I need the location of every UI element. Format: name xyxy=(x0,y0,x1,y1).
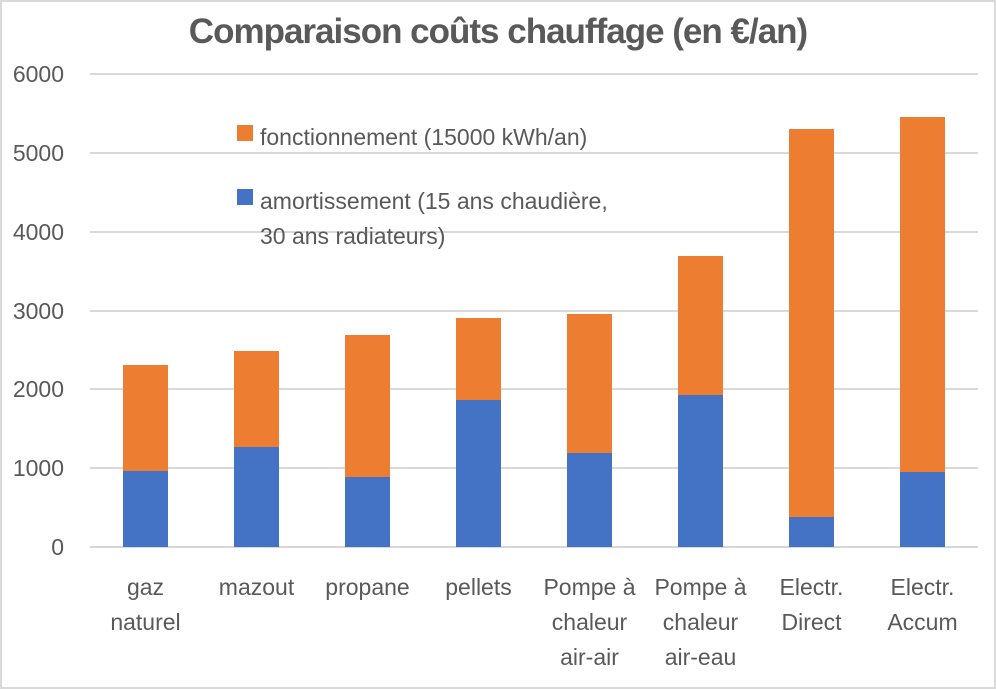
bar-segment-fonctionnement xyxy=(345,334,390,477)
x-axis-category-label: propane xyxy=(325,574,410,600)
bar-segment-amortissement xyxy=(345,476,390,547)
legend-swatch-amortissement-icon xyxy=(237,189,253,205)
bar-segment-amortissement xyxy=(456,399,501,547)
legend-item-fonctionnement: fonctionnement (15000 kWh/an) xyxy=(237,120,608,155)
bar-segment-fonctionnement xyxy=(456,317,501,400)
legend-label-amortissement-line2: 30 ans radiateurs) xyxy=(260,223,446,249)
y-axis-tick-label: 0 xyxy=(51,534,64,560)
bar-segment-amortissement xyxy=(123,470,168,547)
bar-segment-amortissement xyxy=(234,446,279,547)
x-axis-baseline xyxy=(90,546,978,548)
y-gridline xyxy=(90,151,978,154)
bar-segment-fonctionnement xyxy=(123,364,168,471)
bar-segment-fonctionnement xyxy=(789,129,834,518)
legend-swatch-fonctionnement-icon xyxy=(237,125,253,141)
y-gridline xyxy=(90,309,978,312)
legend-item-amortissement: amortissement (15 ans chaudière, 30 ans … xyxy=(237,184,608,254)
y-axis-tick-label: 3000 xyxy=(12,297,64,324)
bar-segment-fonctionnement xyxy=(678,256,723,395)
x-axis-category-label: mazout xyxy=(218,574,295,600)
x-axis-category-label: Pompe à chaleur air-air xyxy=(543,574,636,670)
x-axis-category-label: Electr. Accum xyxy=(887,574,958,635)
bar-segment-fonctionnement xyxy=(567,313,612,454)
bar-segment-fonctionnement xyxy=(900,116,945,473)
x-axis-category-label: pellets xyxy=(445,574,512,600)
y-gridline xyxy=(90,73,978,75)
y-axis-tick-label: 2000 xyxy=(12,376,64,403)
chart-legend: fonctionnement (15000 kWh/an) amortissem… xyxy=(237,120,608,283)
y-gridline xyxy=(90,388,978,391)
bar-segment-amortissement xyxy=(900,472,945,547)
y-gridline xyxy=(90,230,978,233)
bar-segment-amortissement xyxy=(567,453,612,547)
y-axis-tick-label: 4000 xyxy=(12,218,64,245)
x-axis-category-label: Electr. Direct xyxy=(779,574,844,635)
bar-segment-amortissement xyxy=(678,394,723,547)
x-axis-category-label: gaz naturel xyxy=(110,574,181,635)
y-gridline xyxy=(90,467,978,470)
y-axis-tick-label: 1000 xyxy=(12,455,64,482)
bar-segment-amortissement xyxy=(789,517,834,547)
y-axis-tick-label: 6000 xyxy=(12,61,64,87)
y-axis-tick-label: 5000 xyxy=(12,139,64,166)
x-axis-category-label: Pompe à chaleur air-eau xyxy=(654,574,747,670)
legend-label-amortissement: amortissement (15 ans chaudière, 30 ans … xyxy=(260,184,608,254)
bar-segment-fonctionnement xyxy=(234,351,279,447)
chart-title: Comparaison coûts chauffage (en €/an) xyxy=(188,12,808,51)
legend-label-fonctionnement: fonctionnement (15000 kWh/an) xyxy=(260,124,588,150)
legend-label-amortissement-line1: amortissement (15 ans chaudière, xyxy=(260,188,608,214)
